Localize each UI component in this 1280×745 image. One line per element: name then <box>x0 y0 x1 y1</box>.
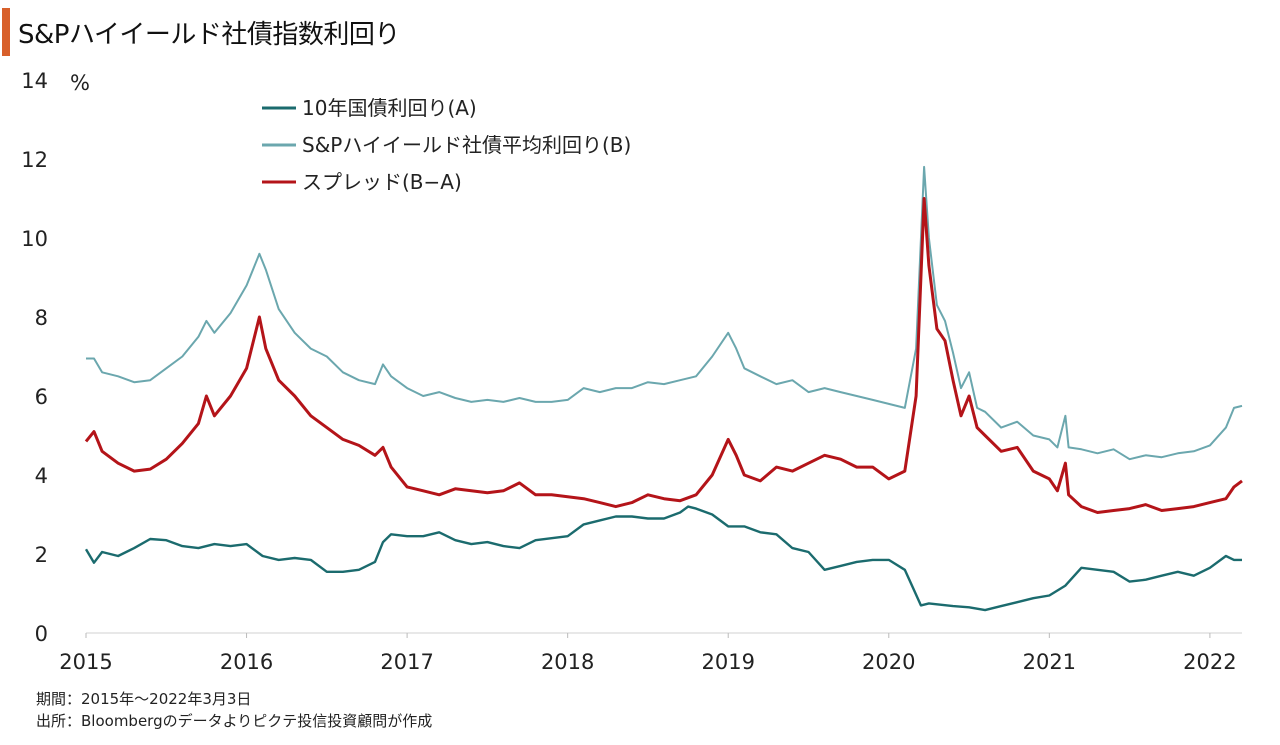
y-tick-label: 2 <box>35 543 48 567</box>
series-line-0 <box>84 505 1242 612</box>
x-tick-label: 2020 <box>862 650 915 674</box>
x-tick-label: 2021 <box>1023 650 1076 674</box>
x-tick-label: 2016 <box>220 650 273 674</box>
x-tick-label: 2015 <box>59 650 112 674</box>
x-tick-label: 2022 <box>1183 650 1236 674</box>
x-tick-label: 2019 <box>701 650 754 674</box>
axes: 0 2 4 6 8 10 12 14 % 2015 2016 2017 2018 2019 2020 2021… <box>21 69 1242 674</box>
y-tick-label: 10 <box>21 227 48 251</box>
y-tick-label: 4 <box>35 464 48 488</box>
legend-entry: S&Pハイイールド社債平均利回り(B) <box>302 133 631 157</box>
legend-entry: 10年国債利回り(A) <box>302 96 477 120</box>
y-tick-label: 6 <box>35 385 48 409</box>
x-tick-label: 2017 <box>380 650 433 674</box>
y-tick-label: 12 <box>21 148 48 172</box>
footnote-source: 出所：Bloombergのデータよりピクテ投信投資顧問が作成 <box>36 712 433 730</box>
plot-area <box>84 165 1243 612</box>
series-line-2 <box>84 197 1243 514</box>
y-tick-label: 8 <box>35 306 48 330</box>
page-title: S&Pハイイールド社債指数利回り <box>18 20 400 50</box>
footnote-period: 期間：2015年～2022年3月3日 <box>36 690 252 708</box>
x-tick-label: 2018 <box>541 650 594 674</box>
legend-entry: スプレッド(B−A) <box>302 170 462 194</box>
series-line-1 <box>86 165 1243 461</box>
y-tick-label: 14 <box>21 69 48 93</box>
y-axis-unit: % <box>70 71 90 95</box>
title-accent-bar <box>2 8 10 56</box>
y-tick-label: 0 <box>35 622 48 646</box>
legend: 10年国債利回り(A) S&Pハイイールド社債平均利回り(B) スプレッド(B−A) <box>262 96 631 194</box>
